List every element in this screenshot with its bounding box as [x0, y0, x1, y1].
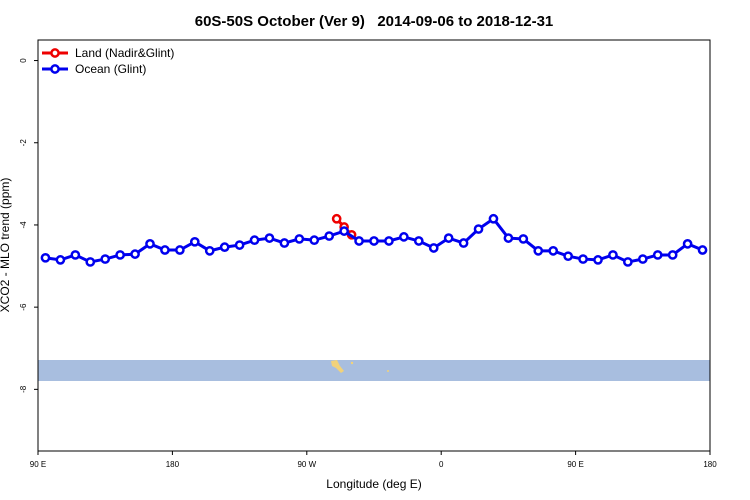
data-point: [160, 245, 170, 255]
x-axis-title: Longitude (deg E): [326, 477, 421, 491]
data-point: [189, 236, 200, 247]
data-point: [563, 251, 573, 262]
data-point: [339, 226, 349, 236]
data-point: [175, 245, 185, 255]
data-point: [70, 250, 81, 260]
data-point: [55, 255, 66, 265]
data-point: [384, 236, 394, 246]
x-tick-label: 90 E: [567, 460, 583, 469]
x-tick-label: 180: [703, 460, 717, 469]
data-point: [234, 240, 245, 250]
legend-label: Ocean (Glint): [75, 62, 146, 76]
y-axis-title: XCO2 - MLO trend (ppm): [0, 178, 12, 313]
chart-title: 60S-50S October (Ver 9) 2014-09-06 to 20…: [195, 13, 554, 30]
land-shape: [387, 370, 389, 372]
data-point: [518, 234, 529, 244]
data-point: [204, 245, 215, 256]
data-point: [85, 257, 96, 267]
legend-label: Land (Nadir&Glint): [75, 46, 174, 60]
land-shape: [350, 361, 354, 365]
data-point: [331, 213, 342, 224]
data-point: [413, 236, 424, 246]
x-tick-label: 90 W: [297, 460, 316, 469]
data-point: [354, 236, 364, 246]
y-tick-label: 0: [19, 58, 28, 63]
data-point: [264, 233, 275, 243]
data-point: [578, 254, 588, 264]
data-point: [279, 238, 290, 248]
y-tick-label: -4: [19, 221, 28, 229]
data-point: [130, 249, 140, 259]
legend-marker: [50, 48, 60, 58]
data-point: [652, 250, 663, 260]
data-point: [548, 245, 559, 256]
data-point: [249, 235, 260, 246]
data-point: [533, 245, 544, 256]
data-point: [443, 233, 454, 243]
data-point: [458, 238, 469, 248]
data-point: [219, 242, 230, 252]
data-point: [399, 232, 409, 242]
data-point: [428, 243, 439, 253]
data-point: [309, 235, 320, 246]
data-point: [145, 239, 155, 249]
map-band: [38, 360, 710, 381]
y-tick-label: -2: [19, 139, 28, 147]
y-tick-label: -8: [19, 385, 28, 393]
data-point: [294, 234, 305, 244]
data-point: [682, 239, 693, 249]
data-point: [115, 250, 125, 260]
data-point: [608, 250, 618, 260]
legend-marker: [50, 64, 60, 74]
data-point: [667, 250, 678, 260]
x-tick-label: 0: [439, 460, 444, 469]
data-point: [473, 224, 484, 234]
data-point: [488, 213, 499, 224]
data-point: [369, 236, 379, 246]
x-tick-label: 180: [166, 460, 180, 469]
y-tick-label: -6: [19, 303, 28, 311]
data-point: [593, 255, 603, 265]
data-point: [40, 252, 51, 263]
land-shape: [331, 360, 344, 373]
data-point: [697, 245, 708, 255]
data-point: [637, 254, 648, 264]
data-point: [100, 254, 111, 264]
plot-frame: [37, 39, 711, 452]
data-point: [324, 231, 335, 241]
data-point: [503, 233, 514, 243]
x-tick-label: 90 E: [30, 460, 46, 469]
data-point: [623, 257, 633, 267]
